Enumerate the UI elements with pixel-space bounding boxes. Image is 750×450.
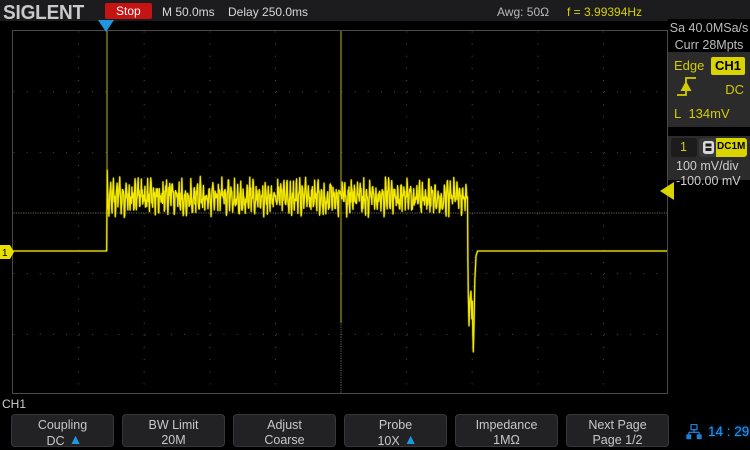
svg-text:1: 1: [2, 248, 8, 259]
